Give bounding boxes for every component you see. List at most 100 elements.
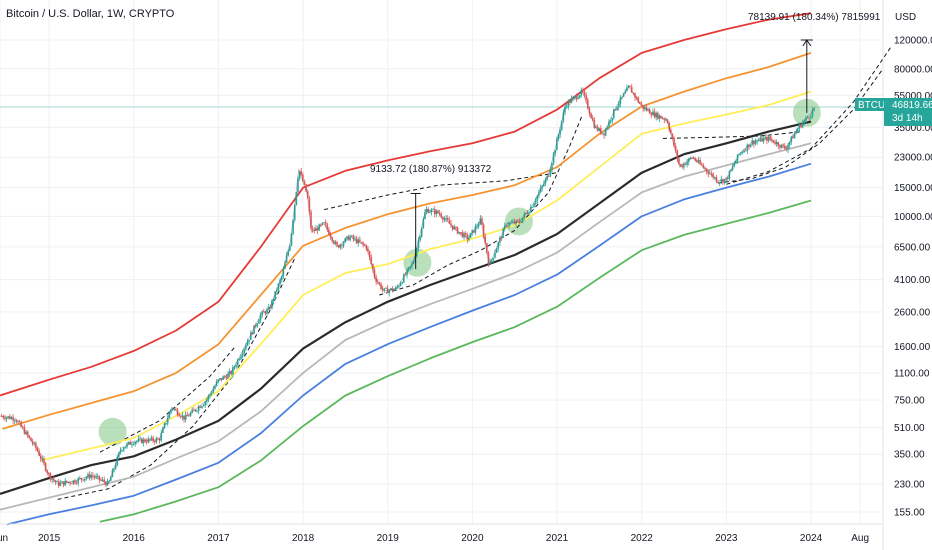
candle-body [290,233,293,246]
candle-body [681,165,684,168]
candle-body [530,207,532,213]
candle-body [67,482,70,483]
candle-body [165,423,167,425]
candle-body [269,306,272,309]
candle-body [334,241,337,244]
candle-body [23,427,26,434]
candle-body [266,309,268,314]
candle-body [264,311,267,314]
candle-body [202,405,205,407]
candle-body [357,239,360,244]
candle-body [5,417,8,420]
candle-body [360,241,363,243]
candle-body [201,406,203,408]
candle-body [219,378,221,380]
candle-body [600,128,602,134]
candle-body [191,409,193,413]
candle-body [432,209,434,211]
candle-body [674,146,677,151]
candle-body [292,220,294,234]
candle-body [586,99,589,109]
candle-body [137,438,140,442]
candle-body [585,95,587,100]
time-tick-label: 2020 [461,533,484,544]
candle-body [124,446,127,449]
candle-body [451,225,454,230]
candle-body [122,448,125,451]
dashed-channel-line [717,68,884,184]
price-tick-label: 4100.00 [894,275,931,286]
candle-body [481,218,483,225]
time-tick-label: 2018 [292,533,315,544]
price-tick-label: 15000.00 [894,183,932,194]
candle-body [103,479,106,483]
candle-body [756,140,758,142]
candle-body [559,129,561,135]
price-axis[interactable]: 120000.00 80000.00 55000.00 35000.00 23000.0… [894,36,932,519]
currency-label[interactable]: USD [895,12,916,23]
candle-body [12,417,14,421]
candle-body [464,233,467,235]
candle-body [246,341,249,346]
candle-body [617,104,620,108]
candle-body [810,116,812,118]
plot-area[interactable] [0,0,883,524]
candle-body [634,93,636,98]
candle-body [178,415,180,417]
candle-body [82,479,84,481]
candle-body [627,85,630,88]
time-tick-label: Jun [0,533,8,544]
candle-body [179,416,182,418]
candle-body [779,146,781,148]
candle-body [673,137,675,147]
candle-body [241,353,244,357]
candle-body [557,134,560,140]
price-tick-label: 35000.00 [894,123,932,134]
candle-body [372,264,374,270]
candle-body [363,244,366,246]
candle-body [740,152,742,154]
candle-body [121,450,123,451]
candle-body [661,118,664,120]
candle-body [54,480,57,482]
candle-body [261,311,263,315]
candle-body [22,426,24,428]
candle-body [746,144,749,151]
candle-body [782,144,784,146]
candle-body [560,121,563,130]
candle-body [214,386,216,389]
candle-body [419,236,421,241]
band-orange-line [2,52,812,430]
candle-body [801,122,804,128]
candle-body [222,376,224,380]
candle-body [373,269,376,278]
candle-body [700,163,703,166]
candle-body [613,109,615,118]
candle-body [598,128,600,131]
candle-body [206,399,208,403]
symbol-label: BTCUSD [858,100,899,111]
candle-body [797,128,799,132]
chart-title: Bitcoin / U.S. Dollar, 1W, CRYPTO [6,8,175,20]
candle-body [463,233,465,238]
candle-body [699,160,701,164]
candle-body [712,173,714,178]
candle-body [515,220,517,224]
candle-body [232,367,234,375]
measure-tools[interactable] [410,39,813,270]
highlight-circle [98,417,127,446]
candle-body [533,203,535,208]
candle-body [33,442,36,444]
candle-body [403,274,405,283]
candle-body [149,438,151,440]
candle-body [494,253,496,258]
candle-body [324,222,327,225]
candle-body [572,97,574,99]
candle-body [512,221,514,223]
candle-body [543,183,545,186]
candle-body [484,236,487,244]
candle-body [64,480,66,486]
time-axis[interactable]: Jun 2015 2016 2017 2018 2019 2020 2021 2022 2023 2… [0,533,869,544]
candle-body [536,195,539,201]
